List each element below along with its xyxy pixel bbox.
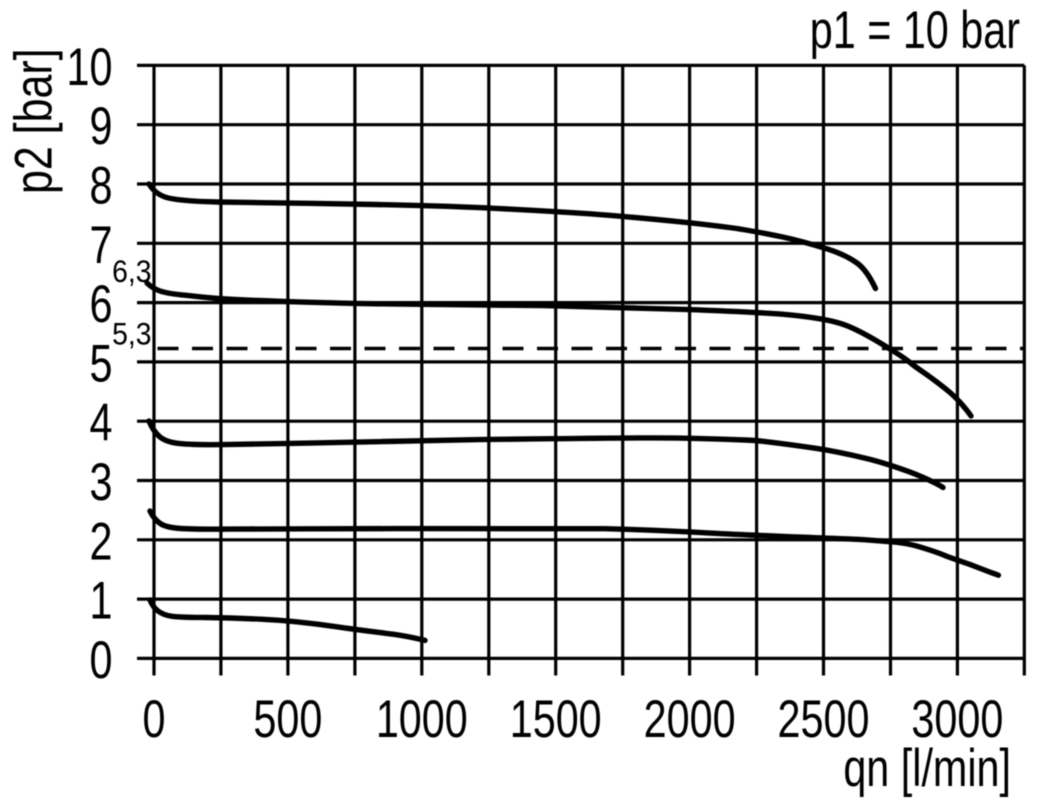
svg-text:2500: 2500 [778, 690, 870, 749]
svg-text:p1 = 10 bar: p1 = 10 bar [810, 1, 1020, 60]
svg-text:p2 [bar]: p2 [bar] [4, 48, 63, 194]
svg-text:1500: 1500 [510, 690, 602, 749]
svg-text:5: 5 [90, 335, 113, 394]
svg-text:6: 6 [90, 275, 113, 334]
svg-text:6,3: 6,3 [112, 255, 151, 290]
svg-text:qn [l/min]: qn [l/min] [843, 739, 1011, 798]
svg-text:2: 2 [90, 512, 113, 571]
svg-text:2000: 2000 [644, 690, 736, 749]
svg-text:500: 500 [253, 690, 322, 749]
svg-text:7: 7 [90, 216, 113, 275]
svg-text:0: 0 [143, 690, 166, 749]
svg-text:3000: 3000 [911, 690, 1003, 749]
svg-text:1000: 1000 [376, 690, 468, 749]
svg-text:9: 9 [90, 97, 113, 156]
svg-text:8: 8 [90, 157, 113, 216]
svg-text:4: 4 [90, 394, 113, 453]
svg-text:3: 3 [90, 453, 113, 512]
svg-text:10: 10 [67, 38, 113, 97]
svg-text:5,3: 5,3 [112, 317, 151, 352]
svg-text:0: 0 [90, 631, 113, 690]
svg-text:1: 1 [90, 572, 113, 631]
